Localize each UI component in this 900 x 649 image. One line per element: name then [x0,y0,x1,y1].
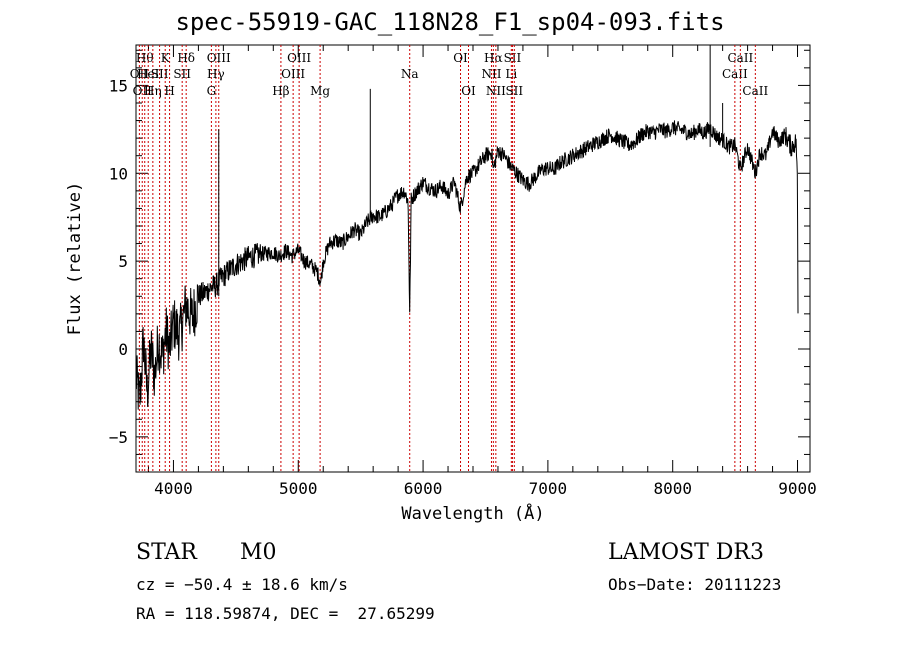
line-marker-label: SII [504,51,522,65]
y-tick-label: 15 [109,76,128,95]
spectrum-line [135,120,799,410]
x-tick-label: 4000 [154,479,193,498]
x-tick-label: 7000 [529,479,568,498]
line-marker-label: G [207,84,217,98]
y-tick-label: 5 [118,252,128,271]
survey-name: LAMOST DR3 [608,540,764,565]
y-axis-title: Flux (relative) [65,182,85,336]
line-marker-label: H [164,84,174,98]
line-marker-label: OIII [281,67,305,81]
line-marker-label: NII [481,67,501,81]
x-tick-label: 8000 [653,479,692,498]
line-marker-label: Hα [484,51,503,65]
x-tick-label: 6000 [404,479,443,498]
obs-date-text: Obs−Date: 20111223 [608,575,782,594]
coords-text: RA = 118.59874, DEC = 27.65299 [136,604,435,623]
y-tick-label: 10 [109,164,128,183]
line-marker-label: Hβ [272,84,289,98]
y-tick-label: 0 [118,340,128,359]
chart-title: spec-55919-GAC_118N28_F1_sp04-093.fits [175,8,725,36]
line-marker-label: Mg [310,84,330,98]
line-marker-label: OI [453,51,468,65]
line-marker-label: Na [401,67,419,81]
line-marker-label: CaII [722,67,748,81]
line-marker-label: OIII [207,51,231,65]
line-marker-label: CaII [727,51,753,65]
object-class: STAR [136,540,197,565]
line-marker-label: OII [133,84,153,98]
line-marker-label: K [161,51,171,65]
line-marker-label: Hγ [207,67,225,81]
object-subclass: M0 [240,540,277,565]
line-marker-label: OIII [287,51,311,65]
line-marker-label: Hδ [177,51,195,65]
line-marker-label: Hθ [136,51,154,65]
y-tick-label: −5 [109,428,128,447]
x-tick-label: 5000 [279,479,318,498]
line-marker-label: SII [151,67,169,81]
line-marker-label: SII [505,84,523,98]
redshift-text: cz = −50.4 ± 18.6 km/s [136,575,348,594]
line-marker-label: Li [505,67,517,81]
x-axis-title: Wavelength (Å) [401,502,544,524]
line-marker-label: Hη [144,84,162,98]
x-tick-label: 9000 [778,479,817,498]
line-marker-label: HeI [137,67,160,81]
line-marker-label: OI [461,84,476,98]
line-marker-label: CaII [742,84,768,98]
line-marker-label: NII [486,84,506,98]
line-marker-label: SII [173,67,191,81]
